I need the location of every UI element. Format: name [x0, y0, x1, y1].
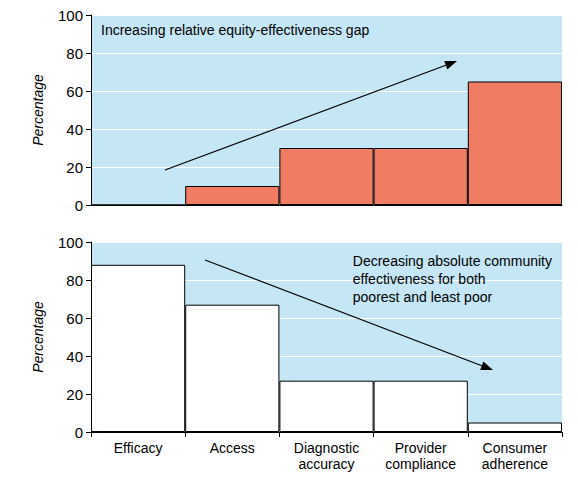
svg-text:80: 80 — [66, 272, 83, 289]
svg-text:effectiveness for both: effectiveness for both — [353, 271, 486, 287]
svg-text:accuracy: accuracy — [298, 456, 354, 472]
svg-text:60: 60 — [66, 83, 83, 100]
svg-text:Increasing relative equity-eff: Increasing relative equity-effectiveness… — [101, 22, 369, 38]
svg-text:80: 80 — [66, 45, 83, 62]
svg-text:60: 60 — [66, 310, 83, 327]
svg-text:100: 100 — [58, 7, 83, 24]
svg-text:0: 0 — [75, 197, 83, 214]
svg-text:Provider: Provider — [395, 440, 447, 456]
svg-text:100: 100 — [58, 234, 83, 251]
svg-text:0: 0 — [75, 424, 83, 441]
svg-text:Percentage: Percentage — [30, 301, 46, 373]
svg-text:compliance: compliance — [385, 456, 456, 472]
svg-text:adherence: adherence — [482, 456, 548, 472]
svg-text:Efficacy: Efficacy — [114, 440, 163, 456]
svg-text:20: 20 — [66, 386, 83, 403]
svg-text:Decreasing absolute community: Decreasing absolute community — [353, 253, 552, 269]
svg-text:40: 40 — [66, 348, 83, 365]
svg-text:Percentage: Percentage — [30, 74, 46, 146]
svg-text:Access: Access — [210, 440, 255, 456]
svg-text:Diagnostic: Diagnostic — [294, 440, 359, 456]
svg-text:40: 40 — [66, 121, 83, 138]
svg-text:20: 20 — [66, 159, 83, 176]
svg-text:Consumer: Consumer — [483, 440, 548, 456]
svg-text:poorest and least poor: poorest and least poor — [353, 289, 493, 305]
